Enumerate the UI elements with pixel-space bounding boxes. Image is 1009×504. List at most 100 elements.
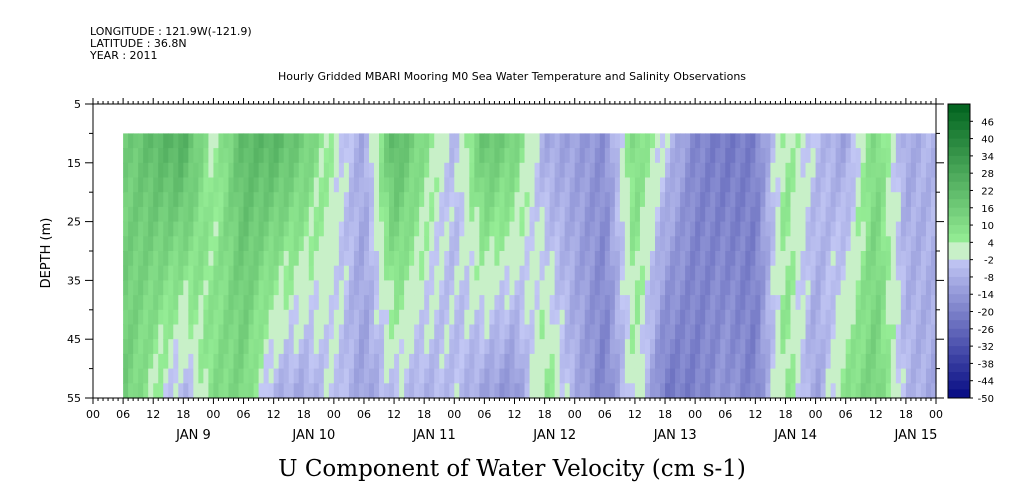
heatmap-cell xyxy=(519,383,526,399)
heatmap-cell xyxy=(464,339,470,355)
heatmap-cell xyxy=(313,280,320,296)
heatmap-cell xyxy=(379,339,385,355)
heatmap-cell xyxy=(655,148,661,164)
heatmap-cell xyxy=(584,162,591,179)
heatmap-cell xyxy=(123,324,129,340)
heatmap-cell xyxy=(348,251,355,267)
heatmap-cell xyxy=(399,177,405,193)
heatmap-cell xyxy=(273,133,280,149)
heatmap-cell xyxy=(489,339,496,355)
heatmap-cell xyxy=(875,324,882,340)
heatmap-cell xyxy=(770,177,777,193)
heatmap-cell xyxy=(810,383,817,399)
heatmap-cell xyxy=(233,353,240,370)
heatmap-cell xyxy=(389,295,395,311)
heatmap-cell xyxy=(223,133,230,149)
heatmap-cell xyxy=(584,221,591,237)
heatmap-cell xyxy=(198,236,204,252)
heatmap-cell xyxy=(865,368,872,384)
heatmap-cell xyxy=(133,324,139,340)
heatmap-cell xyxy=(399,280,405,296)
heatmap-cell xyxy=(720,324,726,340)
heatmap-cell xyxy=(434,133,440,149)
heatmap-cell xyxy=(649,280,656,296)
heatmap-cell xyxy=(895,353,902,370)
heatmap-cell xyxy=(283,353,290,370)
heatmap-cell xyxy=(353,353,360,370)
heatmap-cell xyxy=(755,148,761,164)
heatmap-cell xyxy=(534,383,541,399)
heatmap-cell xyxy=(479,280,485,296)
heatmap-cell xyxy=(318,251,325,267)
heatmap-cell xyxy=(409,295,415,311)
heatmap-cell xyxy=(584,236,591,252)
heatmap-cell xyxy=(499,148,506,164)
heatmap-cell xyxy=(439,368,445,384)
heatmap-cell xyxy=(649,339,656,355)
heatmap-cell xyxy=(293,324,300,340)
heatmap-cell xyxy=(143,177,149,193)
heatmap-cell xyxy=(745,324,751,340)
heatmap-cell xyxy=(298,221,305,237)
heatmap-cell xyxy=(278,265,285,281)
heatmap-cell xyxy=(539,339,546,355)
heatmap-cell xyxy=(670,236,676,252)
heatmap-cell xyxy=(564,309,571,326)
heatmap-cell xyxy=(138,265,144,281)
heatmap-cell xyxy=(850,265,857,281)
heatmap-cell xyxy=(700,236,706,252)
heatmap-cell xyxy=(554,221,561,237)
heatmap-cell xyxy=(298,251,305,267)
heatmap-cell xyxy=(429,295,435,311)
heatmap-cell xyxy=(208,353,215,370)
heatmap-cell xyxy=(133,206,139,223)
heatmap-cell xyxy=(584,206,591,223)
heatmap-cell xyxy=(178,309,184,326)
heatmap-cell xyxy=(614,236,621,252)
heatmap-cell xyxy=(509,206,516,223)
heatmap-cell xyxy=(845,148,852,164)
heatmap-cell xyxy=(203,280,210,296)
heatmap-cell xyxy=(273,251,280,267)
heatmap-cell xyxy=(905,353,912,370)
heatmap-cell xyxy=(153,368,159,384)
heatmap-cell xyxy=(775,280,782,296)
heatmap-cell xyxy=(825,236,832,252)
heatmap-cell xyxy=(685,383,691,399)
heatmap-cell xyxy=(338,368,345,384)
heatmap-cell xyxy=(725,265,731,281)
heatmap-cell xyxy=(414,133,420,149)
heatmap-cell xyxy=(208,162,215,179)
heatmap-cell xyxy=(163,192,169,208)
heatmap-cell xyxy=(278,177,285,193)
heatmap-cell xyxy=(384,265,390,281)
heatmap-cell xyxy=(524,339,531,355)
heatmap-cell xyxy=(775,265,782,281)
heatmap-cell xyxy=(123,339,129,355)
heatmap-cell xyxy=(850,353,857,370)
heatmap-cell xyxy=(765,383,772,399)
heatmap-cell xyxy=(715,280,721,296)
x-tick-label: 00 xyxy=(809,408,823,421)
heatmap-cell xyxy=(474,280,480,296)
heatmap-cell xyxy=(123,295,129,311)
heatmap-cell xyxy=(519,206,526,223)
heatmap-cell xyxy=(158,295,164,311)
heatmap-cell xyxy=(404,295,410,311)
heatmap-cell xyxy=(343,324,350,340)
heatmap-cell xyxy=(419,324,425,340)
heatmap-cell xyxy=(298,236,305,252)
heatmap-cell xyxy=(399,353,405,370)
heatmap-cell xyxy=(218,221,225,237)
heatmap-cell xyxy=(384,295,390,311)
heatmap-cell xyxy=(745,221,751,237)
heatmap-cell xyxy=(910,339,917,355)
heatmap-cell xyxy=(870,236,877,252)
heatmap-cell xyxy=(193,353,199,370)
heatmap-cell xyxy=(519,133,526,149)
heatmap-cell xyxy=(745,177,751,193)
heatmap-cell xyxy=(765,148,772,164)
heatmap-cell xyxy=(293,383,300,399)
heatmap-cell xyxy=(358,368,365,384)
heatmap-cell xyxy=(198,309,204,326)
